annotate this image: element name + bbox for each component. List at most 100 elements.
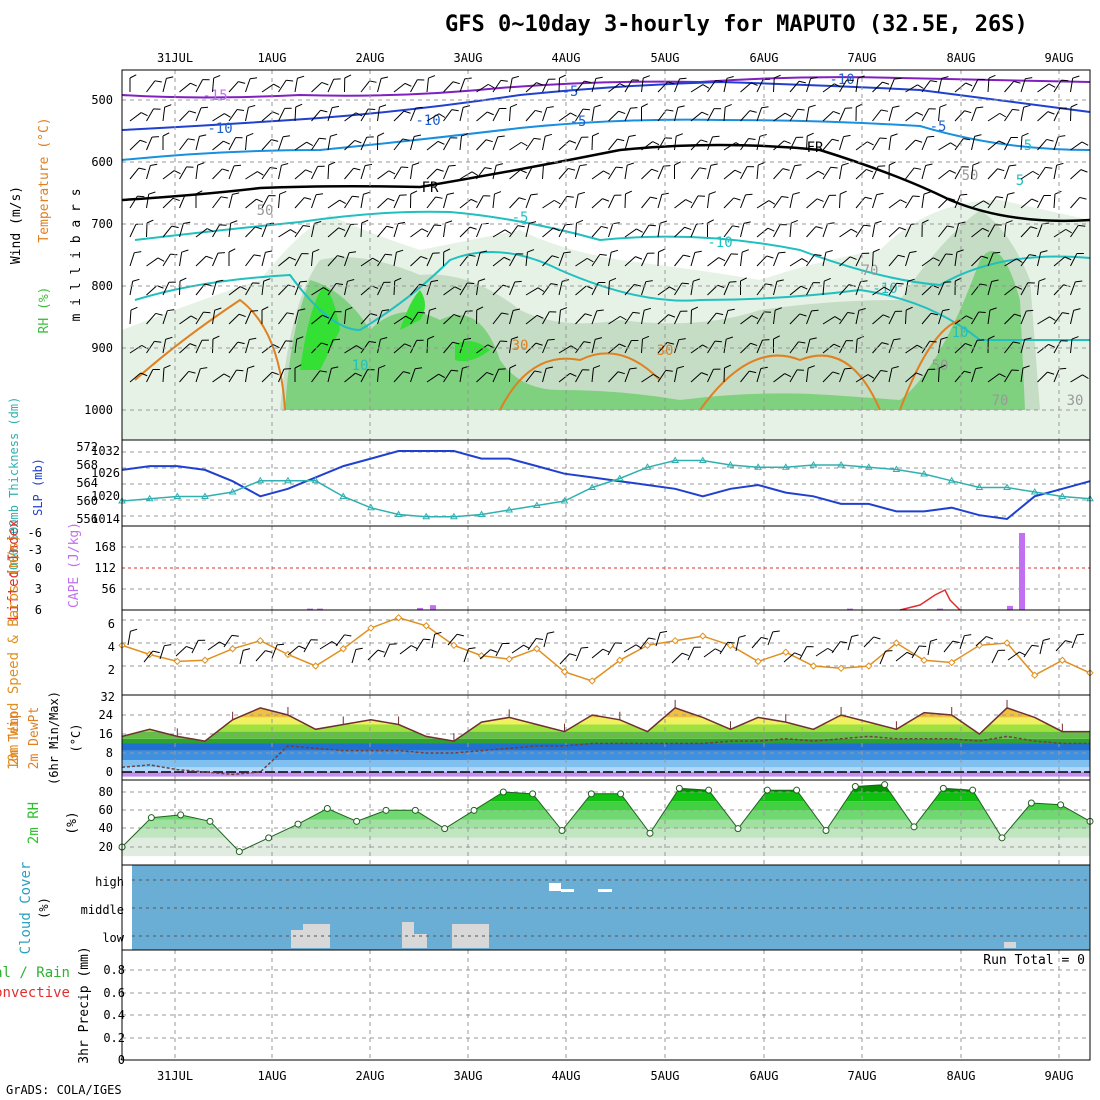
wind-barb-520 bbox=[905, 167, 915, 180]
wind-barb-443-flag bbox=[794, 164, 802, 167]
wind-barb-149-flag bbox=[348, 251, 357, 254]
wind-barb-11-flag bbox=[154, 80, 162, 83]
wind10-point-12 bbox=[450, 641, 458, 650]
rh-band-2 bbox=[122, 819, 1090, 829]
wind-barb-513 bbox=[888, 282, 898, 296]
thickness-point bbox=[311, 476, 320, 484]
wind-barb-376 bbox=[690, 139, 702, 151]
surface-barb-10 bbox=[287, 645, 300, 656]
wind-barb-58 bbox=[212, 168, 223, 180]
wind-barb-555-flag bbox=[958, 221, 966, 224]
wind-barb-632 bbox=[1070, 225, 1079, 238]
wind-barb-348-flag bbox=[645, 280, 653, 283]
wind-barb-333 bbox=[624, 165, 628, 180]
wind-barb-584-flag bbox=[1012, 108, 1020, 111]
wind-barb-600-flag bbox=[1029, 254, 1037, 257]
wind-barb-190 bbox=[410, 165, 413, 180]
wind-barb-297 bbox=[575, 80, 585, 93]
wind-barb-594-flag bbox=[1025, 77, 1033, 80]
slp-tick-2: 1020 bbox=[91, 489, 120, 503]
wind-barb-597-flag bbox=[1032, 170, 1040, 176]
rh2m-point-4 bbox=[235, 848, 243, 856]
surface-barb-5-flag bbox=[219, 641, 226, 646]
rh-shade-saturated-2 bbox=[400, 290, 425, 330]
wind-barb-126-flag bbox=[314, 221, 322, 224]
wind-barb-95 bbox=[261, 281, 265, 296]
thickness-point bbox=[947, 476, 956, 484]
wind-barb-280 bbox=[542, 227, 554, 238]
wind-barb-444-flag bbox=[792, 192, 800, 195]
wind-barb-143-flag bbox=[344, 74, 352, 79]
rh2m-point-29 bbox=[969, 786, 977, 794]
wind-barb-282-flag bbox=[550, 283, 558, 286]
temp-axis-label-2: 2m DewPt bbox=[27, 707, 42, 770]
wind-barb-532 bbox=[921, 194, 925, 209]
thickness-point bbox=[643, 463, 652, 470]
wind-barb-31 bbox=[162, 339, 167, 354]
wind-barb-595 bbox=[1020, 107, 1025, 122]
wind-barb-412-flag bbox=[743, 221, 751, 224]
wind-barb-433 bbox=[773, 196, 782, 209]
wind-barb-506 bbox=[888, 78, 895, 93]
wind-barb-549 bbox=[938, 367, 940, 383]
thickness-point bbox=[809, 461, 818, 468]
wind-barb-328 bbox=[608, 343, 620, 354]
wind-barb-386 bbox=[707, 108, 715, 122]
wind-barb-568-flag bbox=[980, 283, 988, 286]
wind-barb-501 bbox=[872, 251, 874, 267]
wind-barb-419-flag bbox=[761, 106, 769, 109]
wind-barb-442 bbox=[789, 137, 797, 151]
wind-barb-508-flag bbox=[890, 133, 898, 137]
wind-barb-591-flag bbox=[1014, 313, 1022, 317]
wind-barb-590 bbox=[1004, 285, 1016, 296]
wind-barb-146-flag bbox=[353, 167, 361, 171]
wind-barb-125 bbox=[311, 194, 317, 209]
wind-barb-401 bbox=[723, 225, 733, 238]
wind-barb-264 bbox=[525, 82, 537, 93]
wind-barb-302 bbox=[575, 222, 577, 238]
wind-barb-173-flag bbox=[381, 309, 390, 312]
temp-series-line bbox=[121, 707, 1090, 742]
wind-barb-503-flag bbox=[882, 314, 890, 318]
wind-barb-104 bbox=[278, 229, 291, 238]
wind-barb-384 bbox=[690, 372, 702, 383]
wind-barb-6 bbox=[129, 252, 135, 267]
rh2m-point-16 bbox=[587, 790, 595, 798]
wind10-point-13 bbox=[477, 651, 486, 660]
wind-barb-214 bbox=[443, 223, 446, 238]
surface-barb-2 bbox=[159, 645, 165, 660]
wind-barb-75-flag bbox=[237, 341, 245, 345]
temp-band-7 bbox=[122, 724, 1090, 732]
wind-barb-633 bbox=[1070, 253, 1078, 267]
wind-barb-509-flag bbox=[889, 161, 896, 166]
wind-barb-526 bbox=[905, 344, 918, 354]
wind-barb-262-flag bbox=[511, 336, 519, 340]
surface-barb-41 bbox=[783, 652, 795, 663]
wind-barb-59 bbox=[212, 196, 222, 209]
wind-barb-8-flag bbox=[130, 306, 138, 311]
wind-barb-147-flag bbox=[352, 195, 360, 198]
wind10-tick-0: 6 bbox=[108, 617, 115, 631]
wind-barb-155 bbox=[360, 108, 369, 122]
wind-barb-560 bbox=[954, 370, 965, 383]
wind-barb-586-flag bbox=[1009, 164, 1017, 167]
wind-barb-280-flag bbox=[553, 227, 560, 232]
surface-barb-22 bbox=[479, 649, 491, 660]
wind-barb-476-flag bbox=[841, 162, 849, 166]
wind-barb-479-flag bbox=[849, 256, 857, 260]
wind-barb-152 bbox=[344, 345, 357, 354]
wind-barb-82-flag bbox=[255, 226, 263, 230]
wind-barb-144 bbox=[344, 112, 357, 122]
wind-barb-197-flag bbox=[414, 367, 423, 370]
wind-barb-469-flag bbox=[824, 277, 831, 282]
surface-barb-57-flag bbox=[1043, 638, 1051, 641]
wind-barb-112 bbox=[294, 141, 307, 151]
wind-barb-272 bbox=[525, 314, 538, 325]
top-date-label-3: 3AUG bbox=[454, 51, 483, 65]
wind-barb-323 bbox=[608, 195, 615, 209]
wind-barb-416 bbox=[740, 342, 751, 354]
wind-barb-28-flag bbox=[170, 253, 178, 256]
wind-barb-564 bbox=[971, 165, 974, 180]
wind-barb-202-flag bbox=[435, 196, 443, 199]
temp-band-0 bbox=[122, 772, 1090, 777]
